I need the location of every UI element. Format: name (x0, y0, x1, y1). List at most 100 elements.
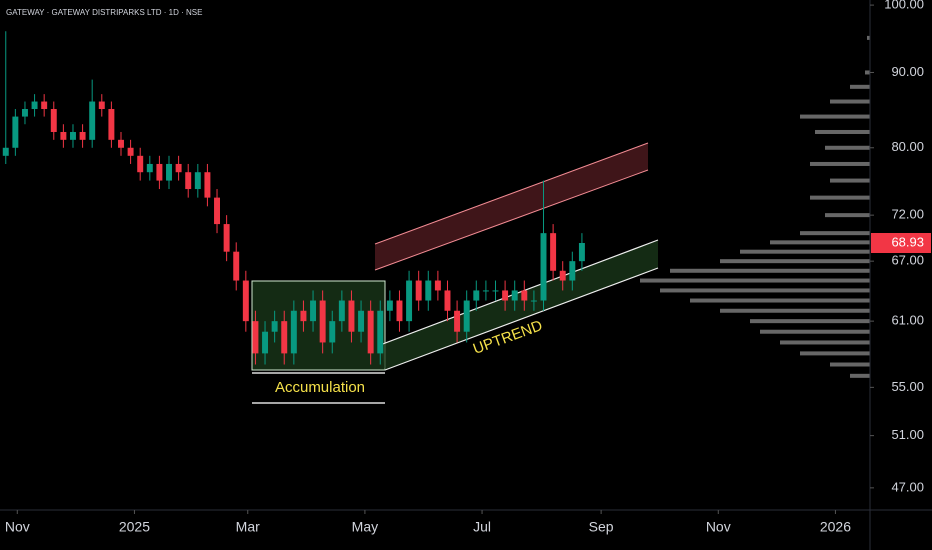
candle-body (118, 139, 124, 148)
support-band (380, 240, 658, 370)
candle-body (434, 280, 441, 291)
candle-body (338, 300, 345, 322)
candle-body (502, 290, 509, 301)
candle-body (50, 109, 57, 132)
profile-bar (750, 319, 870, 324)
candle-body (60, 131, 67, 140)
profile-bar (830, 178, 870, 183)
candle-body (300, 310, 307, 322)
candle-body (21, 109, 28, 117)
candle-body (396, 300, 403, 322)
profile-bar (780, 340, 870, 345)
last-price-box (871, 233, 931, 254)
y-tick-label: 80.00 (891, 139, 924, 154)
candle-body (214, 197, 220, 225)
profile-bar (800, 231, 870, 236)
candle-body (12, 116, 19, 148)
candle-body (329, 321, 336, 343)
y-tick-label: 51.00 (891, 427, 924, 442)
candle-body (550, 233, 557, 271)
profile-bar (850, 84, 870, 89)
candle-body (406, 280, 413, 322)
profile-bar (760, 329, 870, 334)
resistance-band (375, 143, 648, 270)
candle-body (377, 310, 384, 354)
y-tick-label: 67.00 (891, 253, 924, 268)
resistance-line (374, 142, 649, 245)
y-tick-label: 47.00 (891, 479, 924, 494)
x-tick-label: Nov (5, 519, 30, 535)
y-tick-label: 72.00 (891, 207, 924, 222)
axes: 100.00 90.00 80.00 72.00 67.00 61.00 55.00 51.0… (5, 0, 931, 535)
y-tick-label: 61.00 (891, 313, 924, 328)
candle-body (2, 147, 9, 156)
candle-body (454, 310, 461, 332)
x-tick-label: May (352, 519, 378, 535)
candle-body (290, 310, 297, 354)
y-tick-label: 100.00 (884, 0, 924, 12)
candle-body (70, 131, 76, 140)
profile-bar (867, 35, 870, 40)
profile-bar (740, 249, 870, 254)
candles (2, 31, 585, 365)
last-price-label: 68.93 (891, 234, 924, 249)
profile-bar (825, 213, 870, 218)
candle-body (137, 155, 144, 173)
profile-bar (830, 362, 870, 367)
profile-bar (850, 373, 870, 378)
candle-body (242, 280, 249, 322)
profile-bar (640, 278, 870, 283)
support-line (379, 239, 659, 346)
candle-body (98, 101, 105, 110)
candle-body (386, 300, 393, 311)
candle-body (521, 290, 528, 301)
candle-body (41, 101, 48, 110)
profile-bar (770, 240, 870, 245)
candle-body (358, 310, 365, 332)
candle-body (146, 163, 153, 173)
candle-body (156, 163, 163, 181)
candle-body (530, 300, 537, 302)
x-tick-label: 2026 (820, 519, 851, 535)
candle-body (482, 290, 489, 292)
profile-bar (720, 308, 870, 313)
profile-bar (800, 114, 870, 119)
candle-body (444, 290, 451, 311)
profile-bar (720, 259, 870, 264)
candle-body (108, 109, 115, 140)
support-line (384, 267, 659, 371)
x-tick-label: Sep (589, 519, 614, 535)
candle-body (223, 224, 230, 252)
candle-body (463, 300, 470, 332)
candle-body (578, 243, 585, 262)
x-tick-label: 2025 (119, 519, 150, 535)
candle-body (492, 290, 499, 292)
candle-body (415, 280, 422, 301)
x-tick-label: Mar (236, 519, 260, 535)
profile-bar (810, 161, 870, 166)
profile-bar (800, 351, 870, 356)
candle-body (252, 321, 259, 354)
candle-body (367, 310, 374, 354)
candle-body (79, 131, 86, 140)
y-tick-label: 90.00 (891, 64, 924, 79)
candle-body (281, 321, 288, 354)
profile-bar (830, 99, 870, 104)
candle-body (511, 290, 518, 301)
profile-bar (670, 268, 870, 273)
candle-body (271, 321, 278, 332)
candle-body (89, 101, 96, 140)
candle-body (473, 290, 480, 301)
candle-body (166, 163, 172, 181)
candle-body (185, 172, 192, 190)
candle-body (175, 163, 182, 173)
candle-body (425, 280, 432, 301)
candle-body (194, 172, 201, 190)
profile-bar (825, 145, 870, 150)
candle-body (31, 101, 38, 110)
profile-bar (810, 195, 870, 200)
candle-body (262, 331, 269, 354)
candle-body (233, 251, 240, 281)
